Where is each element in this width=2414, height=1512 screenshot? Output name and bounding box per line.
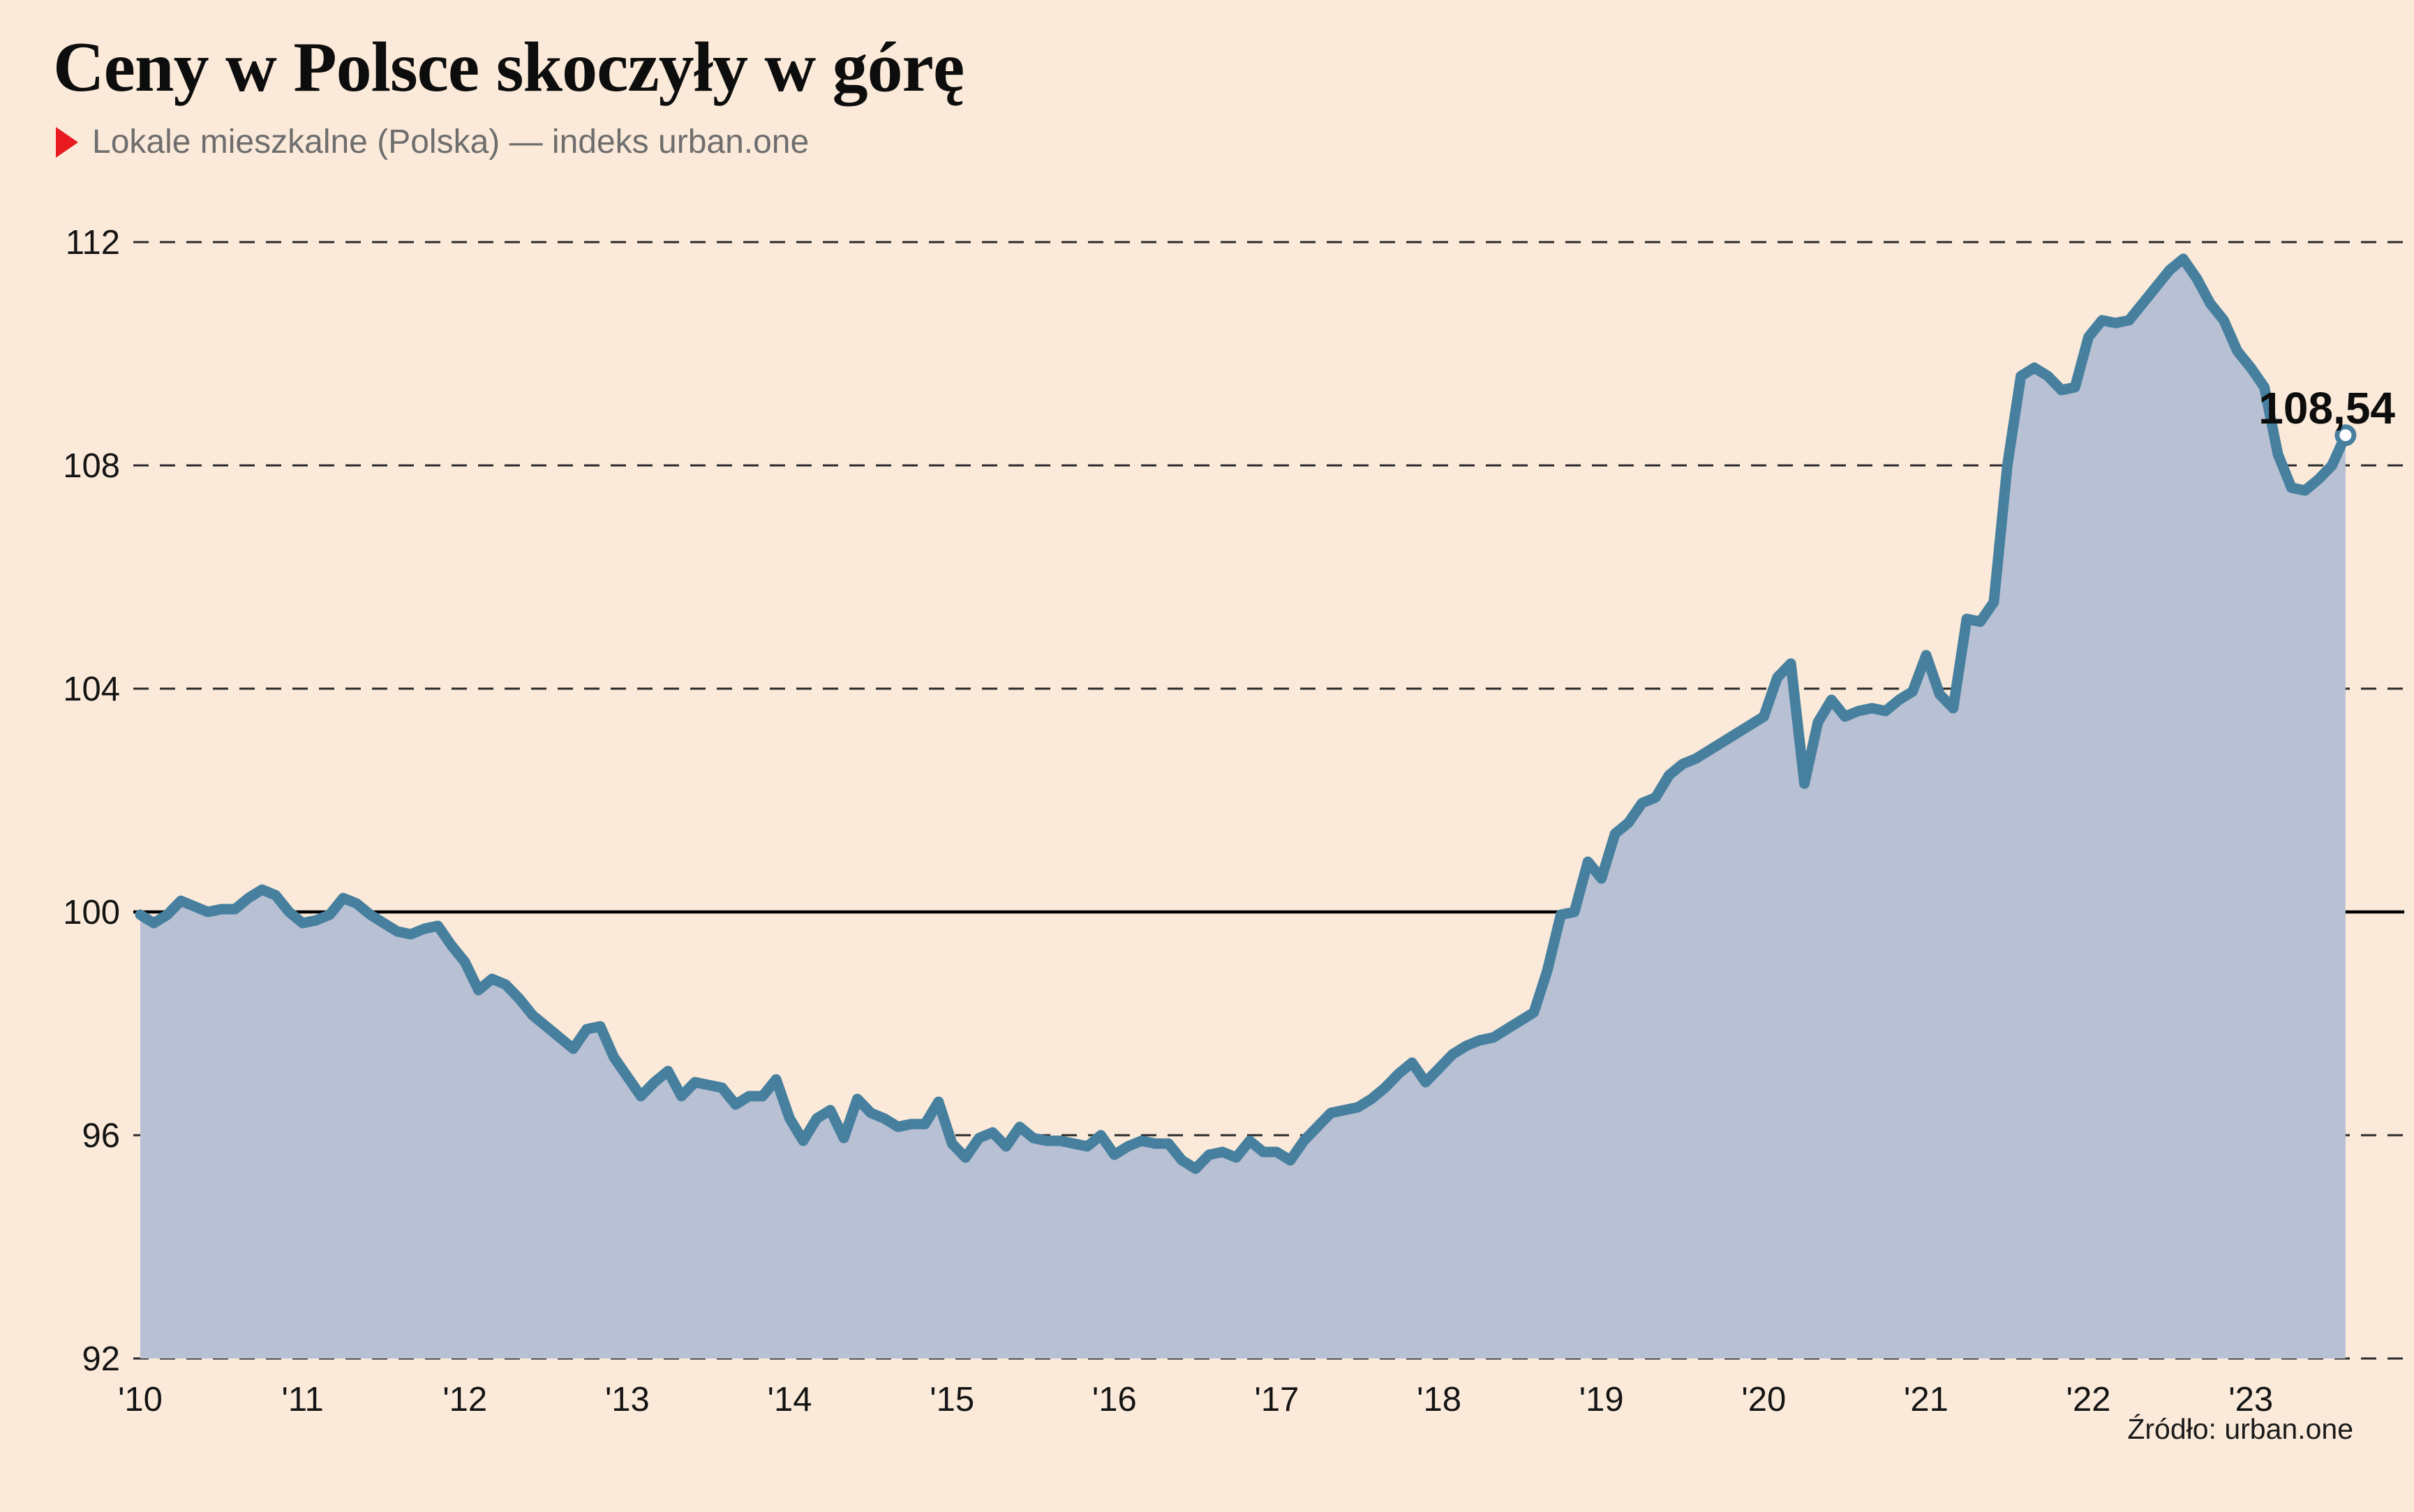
y-tick-label: 104 (63, 671, 120, 708)
chart-subtitle-label: Lokale mieszkalne (Polska) — indeks urba… (92, 123, 810, 160)
last-point-marker (2334, 424, 2357, 447)
x-tick-label: '22 (2066, 1381, 2111, 1419)
y-tick-label: 112 (66, 224, 120, 262)
x-tick-label: '23 (2228, 1381, 2273, 1419)
x-tick-label: '18 (1417, 1381, 1461, 1419)
x-tick-label: '20 (1741, 1381, 1786, 1419)
source-note: Źródło: urban.one (2127, 1413, 2353, 1445)
page-title: Ceny w Polsce skoczyły w górę (53, 28, 964, 107)
y-tick-label: 92 (82, 1340, 120, 1378)
red-triangle-icon (56, 127, 78, 158)
y-tick-label: 108 (63, 447, 120, 485)
x-tick-label: '14 (768, 1381, 812, 1419)
x-tick-label: '11 (282, 1381, 324, 1419)
chart-subtitle: Lokale mieszkalne (Polska) — indeks urba… (56, 126, 809, 159)
index-area-fill (140, 259, 2346, 1358)
x-tick-label: '19 (1579, 1381, 1624, 1419)
x-tick-label: '12 (442, 1381, 487, 1419)
x-tick-label: '10 (118, 1381, 163, 1419)
x-tick-label: '13 (605, 1381, 650, 1419)
y-tick-label: 100 (63, 894, 120, 931)
y-tick-label: 96 (82, 1117, 120, 1155)
x-tick-label: '17 (1254, 1381, 1299, 1419)
index-line (135, 253, 2351, 1174)
x-tick-label: '21 (1904, 1381, 1949, 1419)
x-tick-label: '16 (1092, 1381, 1137, 1419)
x-tick-label: '15 (930, 1381, 974, 1419)
last-value-label: 108,54 (2258, 383, 2395, 433)
